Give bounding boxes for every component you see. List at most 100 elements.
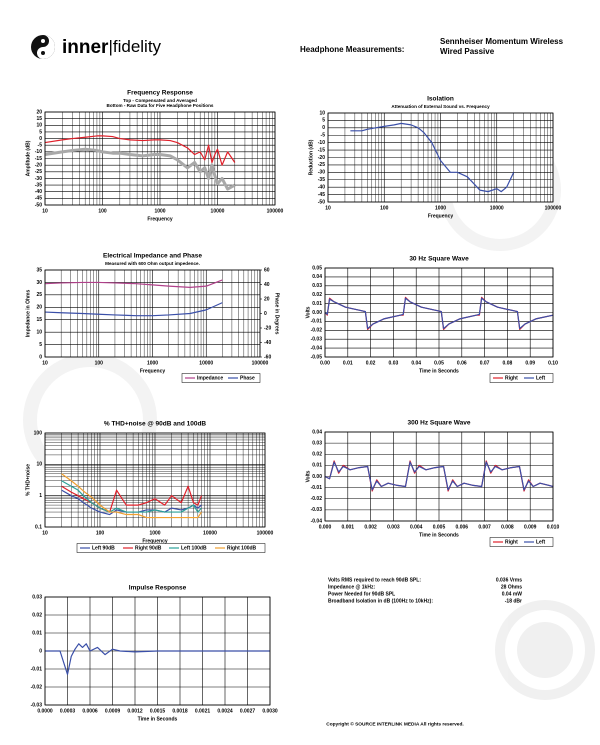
x-tick-label: 10000 (203, 530, 217, 536)
y-tick-label: 0.1 (35, 524, 42, 530)
y-tick-label: 0.01 (312, 463, 322, 469)
spec-label: Impedance @ 1kHz: (328, 584, 375, 590)
x-tick-label: 0.002 (364, 524, 377, 530)
plot-border (44, 596, 271, 706)
chart-subtitle: Attenuation of External Sound vs. Freque… (391, 104, 490, 109)
y-tick-label: 0.02 (32, 612, 42, 618)
x-tick-label: 100 (95, 360, 104, 366)
x-tick-label: 0.05 (434, 360, 444, 366)
y-tick-label: 0 (39, 136, 42, 142)
y-tick-label: 10 (36, 462, 42, 468)
x-axis-label: Frequency (140, 368, 166, 374)
y-tick-label: 5 (39, 342, 42, 348)
y-tick-label: -15 (318, 147, 325, 153)
series-line (61, 473, 202, 519)
y2-tick-label: 60 (264, 267, 270, 273)
y-tick-label: 1 (39, 493, 42, 499)
spec-label: Power Needed for 90dB SPL (328, 591, 395, 597)
legend-box (181, 373, 261, 383)
x-tick-label: 1000 (435, 205, 446, 211)
y-tick-label: 15 (36, 317, 42, 323)
y-tick-label: 0.02 (312, 292, 322, 298)
legend-label: Right 90dB (135, 545, 162, 551)
y-tick-label: -0.01 (311, 485, 323, 491)
x-tick-label: 0.000 (319, 524, 332, 530)
y-tick-label: -45 (318, 192, 325, 198)
x-axis-label: Frequency (428, 213, 454, 219)
series-line (61, 485, 203, 513)
chart-subtitle: Bottom - Raw Data for Five Headphone Pos… (107, 103, 214, 108)
chart-subtitle: Top - Compensated and Averaged (123, 98, 197, 103)
y2-tick-label: -60 (264, 354, 271, 360)
y-tick-label: 20 (36, 109, 42, 115)
x-tick-label: 0.0000 (37, 708, 53, 714)
chart-title: Isolation (427, 96, 454, 103)
y-tick-label: -40 (318, 184, 325, 190)
y-tick-label: -0.03 (31, 702, 43, 708)
y-tick-label: 5 (39, 129, 42, 135)
y2-tick-label: 40 (264, 282, 270, 288)
logo-word: |fidelity (108, 37, 161, 56)
x-tick-label: 0.009 (524, 524, 537, 530)
series-line (61, 480, 202, 513)
product-name: Wired Passive (440, 47, 495, 56)
spec-value: 28 Ohms (501, 584, 522, 590)
x-tick-label: 0.001 (342, 524, 355, 530)
y-tick-label: 5 (322, 118, 325, 124)
series-line (44, 147, 236, 191)
series-line (45, 643, 270, 675)
x-tick-label: 0.0021 (195, 708, 211, 714)
y-axis-label: Reduction (dB) (308, 139, 314, 175)
footer: Copyright © SOURCE INTERLINK MEDIA All r… (326, 720, 464, 727)
x-tick-label: 1000 (149, 530, 160, 536)
y-tick-label: 100 (34, 430, 43, 436)
heading: Headphone Measurements: (300, 45, 404, 54)
y-tick-label: 15 (36, 116, 42, 122)
y-axis-label: Volts (305, 470, 311, 482)
legend-label: Left (536, 375, 546, 381)
y-tick-label: 0.00 (312, 310, 322, 316)
y-tick-label: 10 (36, 123, 42, 129)
logo-text: inner|fidelity (62, 37, 162, 58)
legend-label: Left 100dB (181, 545, 207, 551)
chart-title: Electrical Impedance and Phase (103, 253, 202, 260)
plot-border (44, 111, 276, 206)
x-tick-label: 0.07 (480, 360, 490, 366)
y-tick-label: -50 (318, 199, 325, 205)
x-tick-label: 1000 (154, 208, 165, 214)
spec-value: 0.036 Vrms (496, 577, 522, 583)
y2-tick-label: -20 (264, 325, 271, 331)
y2-tick-label: -40 (264, 340, 271, 346)
x-tick-label: 0.0006 (82, 708, 98, 714)
y-tick-label: 0.05 (312, 265, 322, 271)
y2-axis-label: Phase in Degrees (274, 293, 280, 335)
y-tick-label: -50 (35, 202, 42, 208)
y-tick-label: -10 (318, 140, 325, 146)
y-tick-label: 0.00 (312, 474, 322, 480)
x-tick-label: 0.06 (457, 360, 467, 366)
y-tick-label: 0 (322, 125, 325, 131)
x-axis-label: Frequency (142, 538, 168, 544)
y-tick-label: -0.05 (311, 354, 323, 360)
logo-icon (31, 35, 55, 59)
y-tick-label: -30 (318, 170, 325, 176)
x-tick-label: 0.0027 (240, 708, 256, 714)
x-axis-label: Time in Seconds (419, 368, 459, 374)
y-tick-label: -0.02 (311, 328, 323, 334)
x-tick-label: 100 (380, 205, 389, 211)
y-tick-label: -0.03 (311, 337, 323, 343)
y-tick-label: -0.03 (311, 507, 323, 513)
legend-label: Right (505, 375, 518, 381)
y-tick-label: -0.01 (311, 319, 323, 325)
y-tick-label: 0 (39, 354, 42, 360)
y2-tick-label: 0 (264, 311, 267, 317)
x-tick-label: 0.0018 (172, 708, 188, 714)
y-tick-label: 0.04 (312, 429, 322, 435)
x-tick-label: 0.02 (366, 360, 376, 366)
x-axis-label: Time in Seconds (419, 532, 459, 538)
legend-label: Impedance (197, 375, 223, 381)
y-tick-label: 0.03 (32, 594, 42, 600)
y-tick-label: 10 (36, 329, 42, 335)
y-tick-label: 20 (36, 305, 42, 311)
y-tick-label: 10 (319, 110, 325, 116)
